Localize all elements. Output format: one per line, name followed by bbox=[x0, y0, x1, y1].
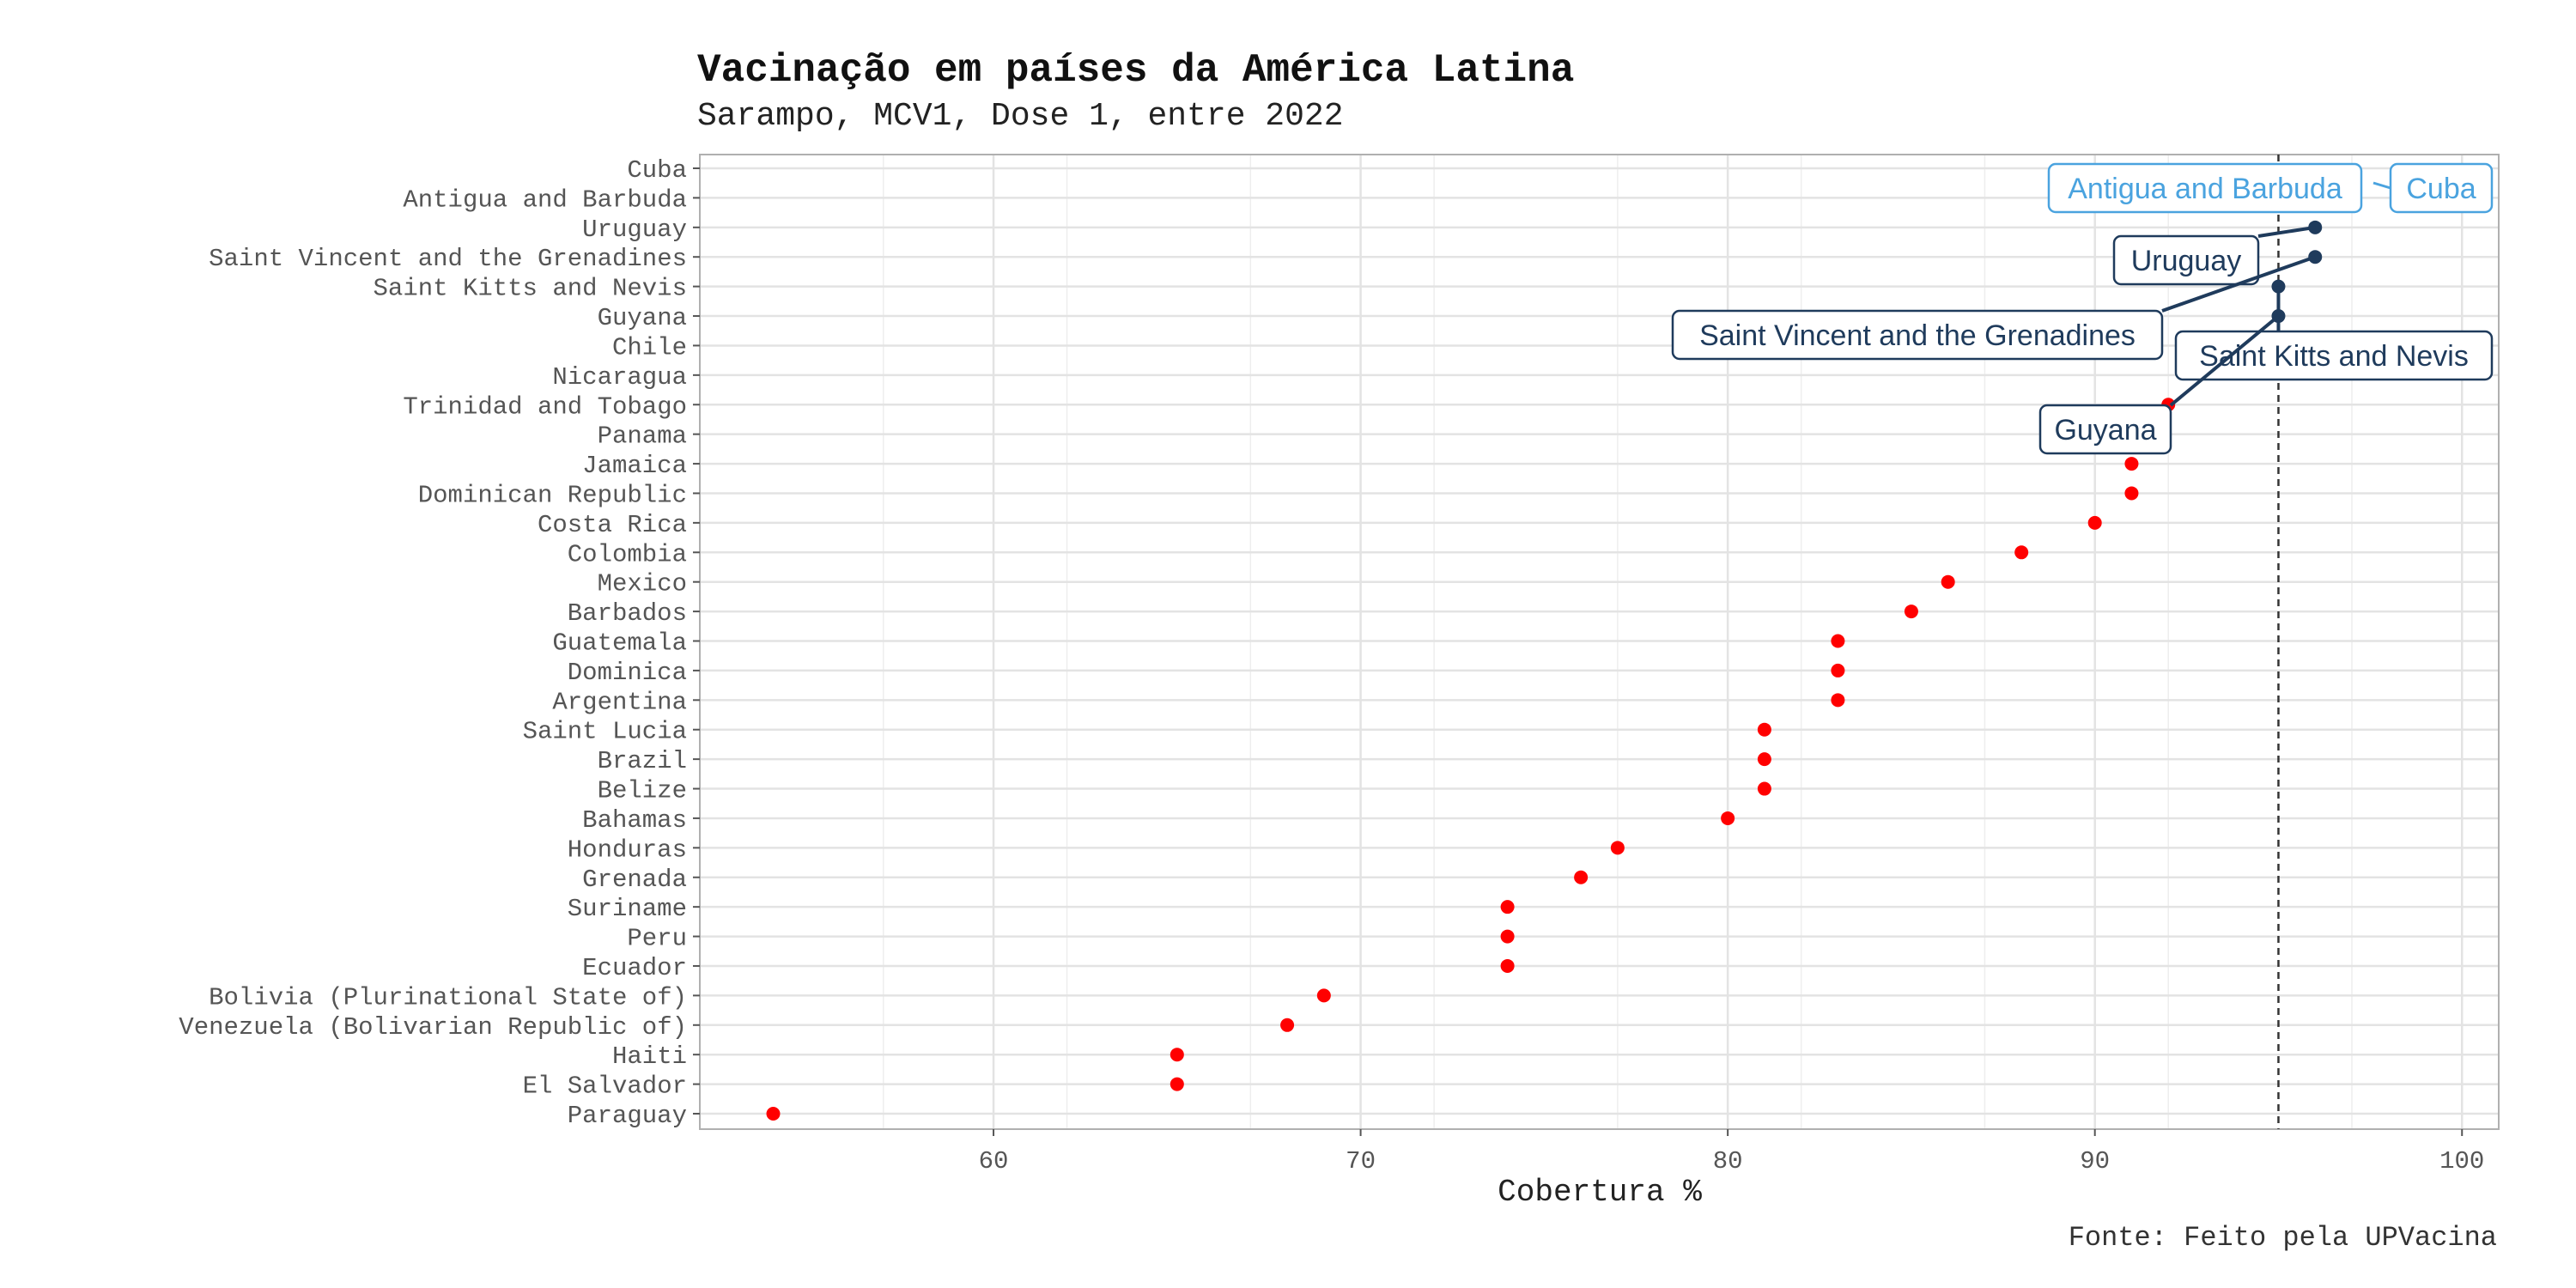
y-tick-label: Saint Kitts and Nevis bbox=[374, 275, 687, 303]
y-tick-label: Argentina bbox=[552, 688, 687, 716]
y-tick-label: Haiti bbox=[612, 1042, 687, 1071]
data-point bbox=[1500, 929, 1515, 944]
label-connector bbox=[2169, 314, 2280, 407]
data-point bbox=[2124, 457, 2139, 471]
label-connector bbox=[2372, 181, 2391, 190]
data-point bbox=[1170, 1048, 1184, 1062]
y-tick-label: Guyana bbox=[598, 304, 687, 332]
label-connector bbox=[2161, 255, 2316, 313]
y-tick-label: Paraguay bbox=[568, 1102, 687, 1130]
data-point bbox=[1170, 1077, 1184, 1091]
x-tick-label: 70 bbox=[1346, 1147, 1376, 1176]
y-tick-label: Colombia bbox=[568, 540, 687, 568]
country-label-box bbox=[1671, 309, 2164, 361]
y-tick-label: Chile bbox=[612, 333, 687, 361]
chart-subtitle: Sarampo, MCV1, Dose 1, entre 2022 bbox=[697, 98, 1344, 135]
data-point bbox=[1500, 900, 1515, 914]
y-tick-label: Dominican Republic bbox=[418, 481, 687, 509]
x-tick-label: 80 bbox=[1713, 1147, 1743, 1176]
y-tick-label: Peru bbox=[627, 925, 687, 953]
y-tick-label: Trinidad and Tobago bbox=[403, 392, 687, 421]
y-tick-label: Nicaragua bbox=[552, 363, 687, 392]
country-label: Cuba bbox=[2406, 173, 2476, 205]
country-label-box bbox=[2174, 330, 2494, 381]
data-point bbox=[1757, 722, 1771, 737]
data-point bbox=[1721, 811, 1735, 825]
data-point bbox=[1500, 958, 1515, 973]
y-tick-label: Jamaica bbox=[582, 452, 687, 480]
y-tick-label: Mexico bbox=[598, 570, 687, 598]
data-point bbox=[766, 1107, 781, 1121]
x-axis-label: Cobertura % bbox=[1498, 1175, 1702, 1210]
y-tick-label: Brazil bbox=[598, 747, 687, 775]
data-point bbox=[1831, 693, 1845, 708]
data-point bbox=[1831, 663, 1845, 677]
chart-title: Vacinação em países da América Latina bbox=[697, 48, 1574, 93]
data-point bbox=[1831, 634, 1845, 648]
country-label: Saint Kitts and Nevis bbox=[2199, 340, 2469, 373]
y-tick-label: Suriname bbox=[568, 895, 687, 923]
data-point bbox=[1610, 841, 1625, 855]
x-tick-label: 100 bbox=[2439, 1147, 2484, 1176]
data-point bbox=[1280, 1018, 1295, 1032]
y-tick-label: Bahamas bbox=[582, 806, 687, 835]
data-point bbox=[1574, 870, 1589, 884]
y-tick-label: Antigua and Barbuda bbox=[403, 185, 687, 214]
y-tick-label: Guatemala bbox=[552, 629, 687, 658]
country-label-box bbox=[2038, 404, 2172, 455]
country-label-box bbox=[2389, 162, 2494, 214]
y-tick-label: Panama bbox=[598, 422, 687, 451]
label-connector bbox=[2257, 225, 2316, 238]
y-tick-label: Bolivia (Plurinational State of) bbox=[209, 983, 687, 1012]
country-label: Saint Vincent and the Grenadines bbox=[1699, 319, 2136, 352]
data-point bbox=[2014, 545, 2029, 560]
x-tick-label: 90 bbox=[2080, 1147, 2110, 1176]
y-tick-label: Honduras bbox=[568, 835, 687, 864]
y-tick-label: Saint Vincent and the Grenadines bbox=[209, 245, 687, 273]
y-tick-label: Uruguay bbox=[582, 216, 687, 244]
country-label-box bbox=[2112, 234, 2260, 286]
y-tick-label: Costa Rica bbox=[538, 511, 687, 539]
y-tick-label: Belize bbox=[598, 777, 687, 805]
x-tick-label: 60 bbox=[979, 1147, 1009, 1176]
y-tick-label: Barbados bbox=[568, 599, 687, 628]
y-tick-label: Cuba bbox=[627, 156, 687, 185]
country-label: Uruguay bbox=[2131, 245, 2242, 277]
data-point bbox=[2087, 515, 2102, 530]
y-tick-label: Venezuela (Bolivarian Republic of) bbox=[179, 1013, 687, 1042]
data-point bbox=[1757, 781, 1771, 796]
y-tick-label: Dominica bbox=[568, 659, 687, 687]
country-label-box bbox=[2047, 162, 2363, 214]
data-point bbox=[1941, 574, 1955, 589]
chart-caption: Fonte: Feito pela UPVacina bbox=[2069, 1222, 2497, 1254]
data-point bbox=[1316, 988, 1331, 1003]
country-label: Antigua and Barbuda bbox=[2068, 173, 2342, 205]
data-point bbox=[1904, 605, 1918, 619]
data-point bbox=[2124, 486, 2139, 501]
data-point bbox=[1757, 752, 1771, 767]
y-tick-label: Ecuador bbox=[582, 954, 687, 982]
country-label: Guyana bbox=[2054, 414, 2156, 447]
y-tick-label: Grenada bbox=[582, 866, 687, 894]
y-tick-label: Saint Lucia bbox=[523, 718, 687, 746]
y-tick-label: El Salvador bbox=[523, 1072, 687, 1101]
